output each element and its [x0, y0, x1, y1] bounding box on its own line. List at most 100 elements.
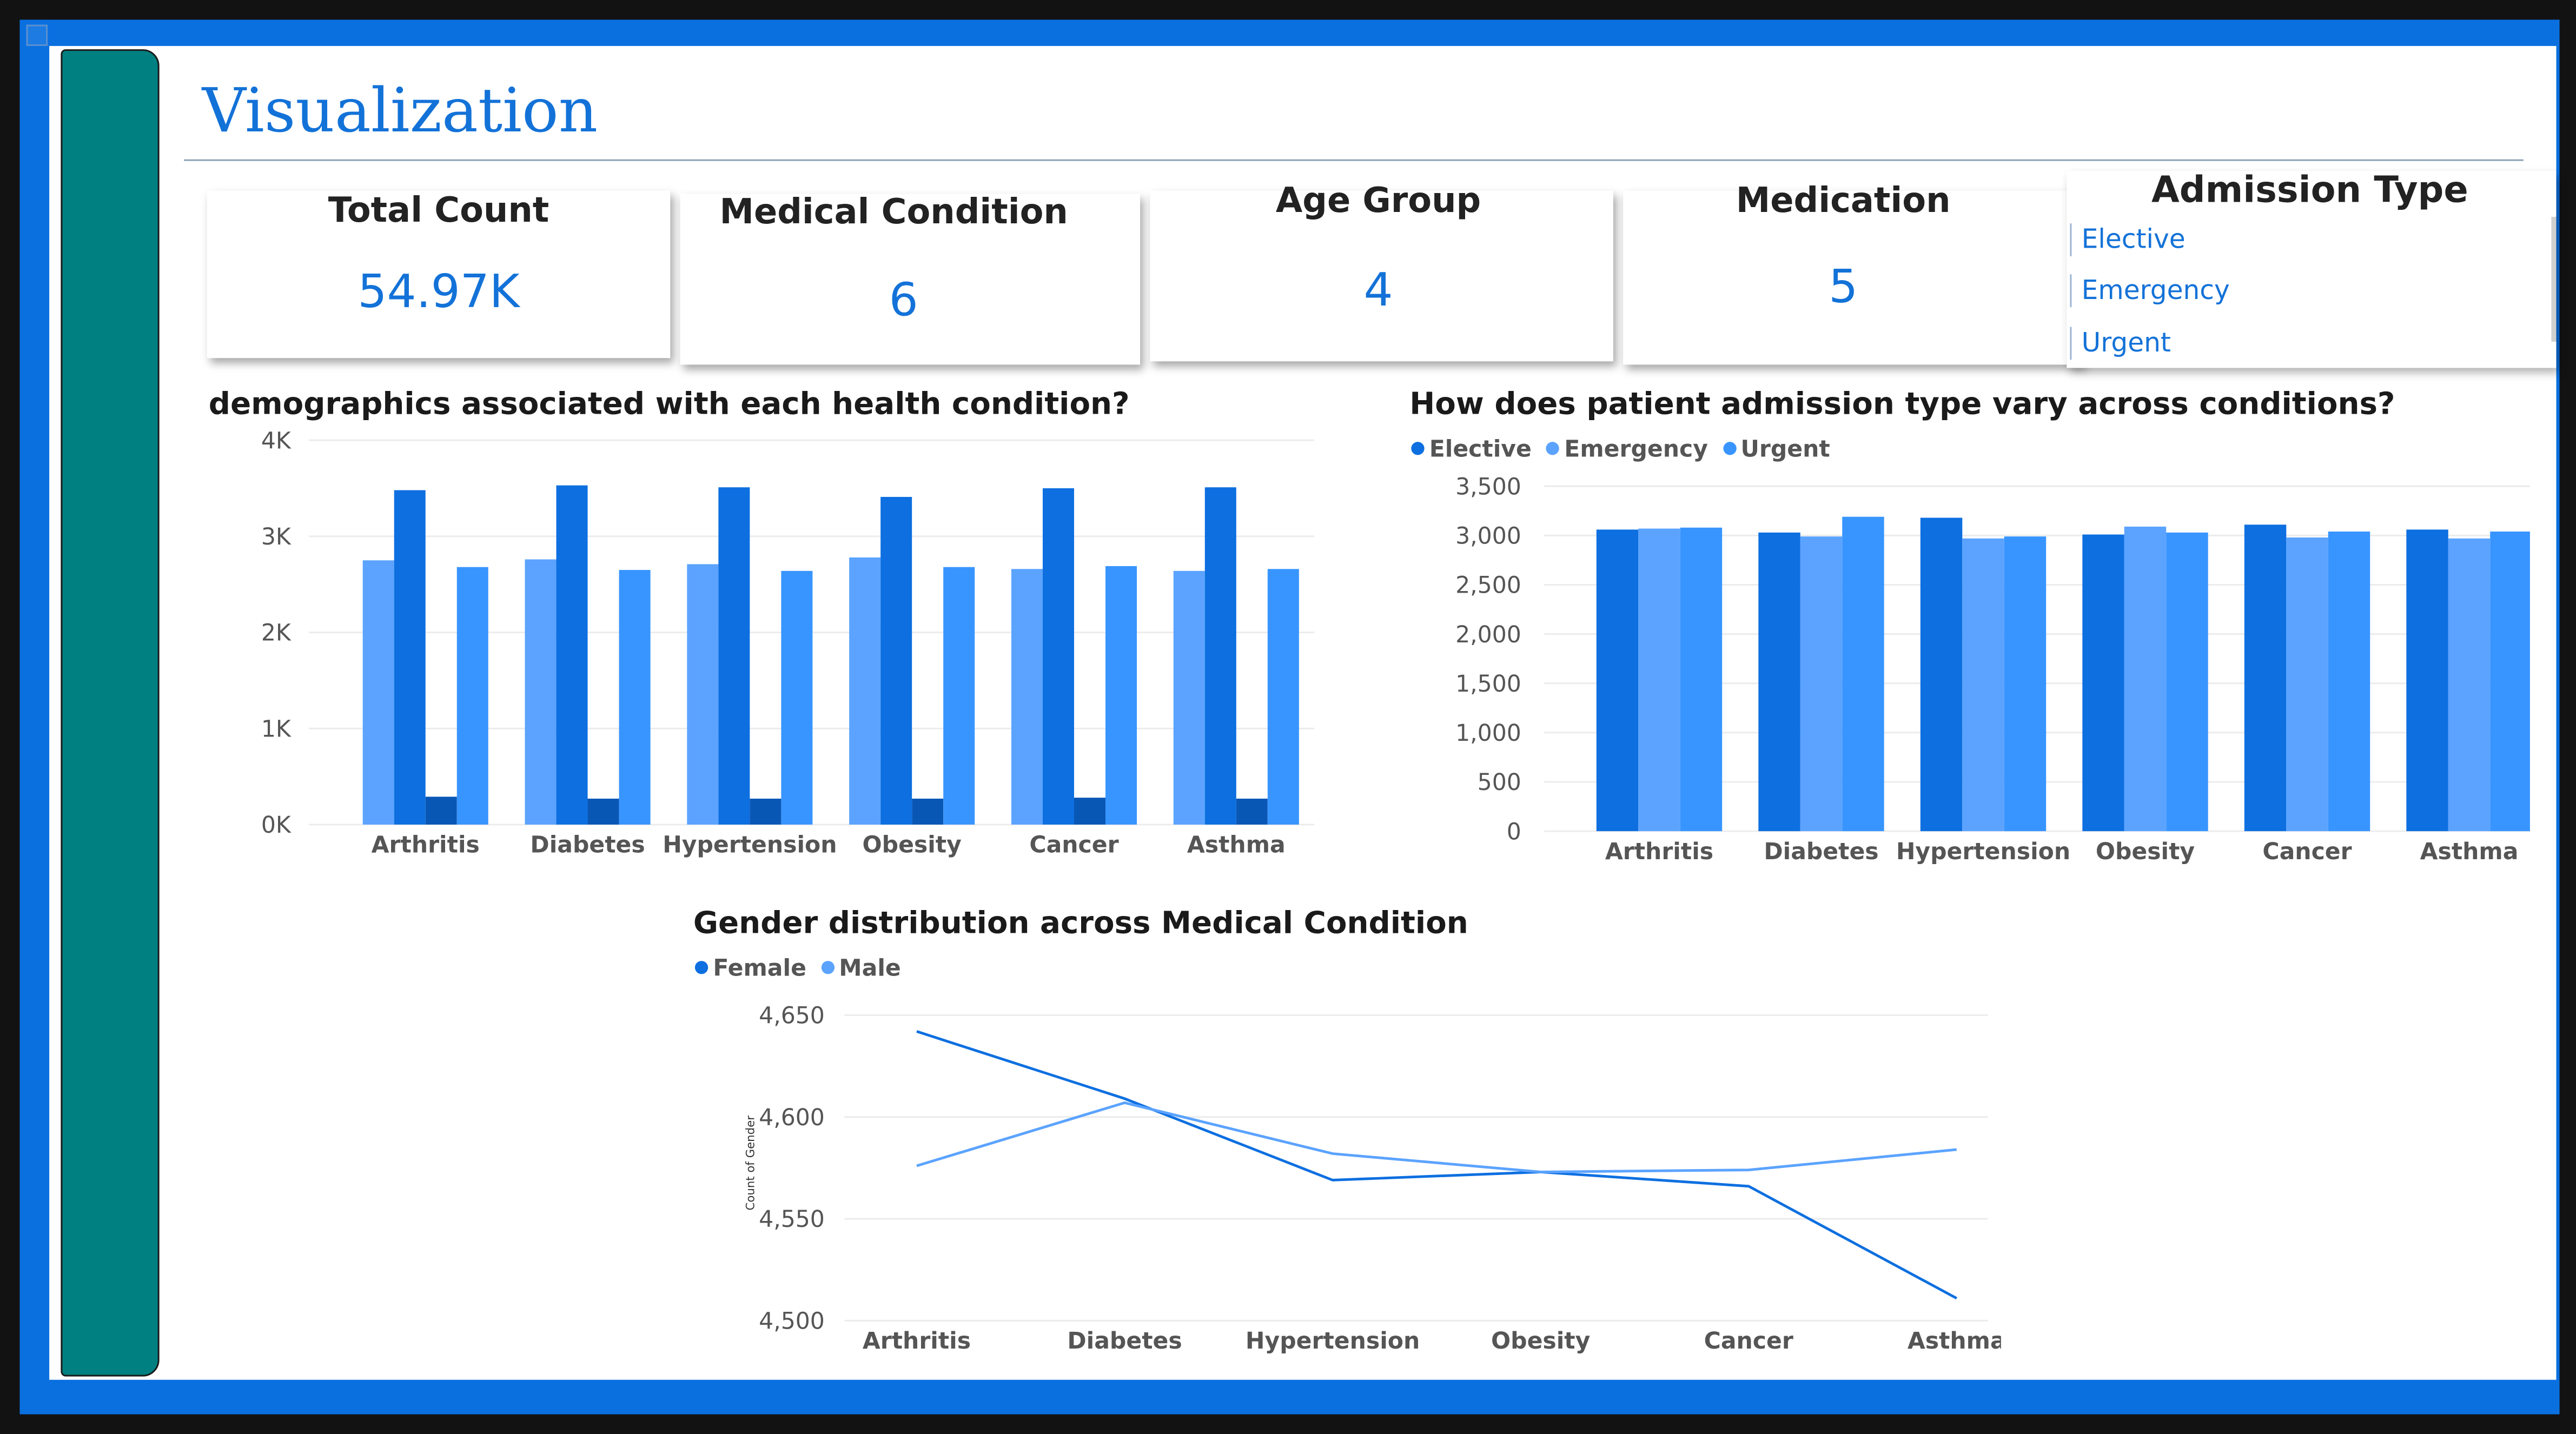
- bar: [1042, 488, 1074, 825]
- card-value: 4: [1363, 263, 1393, 317]
- x-tick-label: Cancer: [1704, 1328, 1793, 1355]
- bar: [556, 485, 588, 825]
- page-title: Visualization: [202, 75, 598, 147]
- x-tick-label: Hypertension: [1246, 1328, 1420, 1355]
- male-series-line: [916, 1101, 1957, 1173]
- report-canvas: Visualization Total Count 54.97K Medical…: [49, 46, 2557, 1380]
- card-title: Medical Condition: [719, 192, 1068, 232]
- bar: [1236, 798, 1268, 825]
- card-value: 54.97K: [357, 264, 520, 319]
- bar: [1758, 532, 1800, 832]
- legend-item-elective[interactable]: Elective: [1411, 437, 1532, 463]
- x-tick-label: Diabetes: [1067, 1328, 1182, 1355]
- medication-card[interactable]: Medication 5: [1623, 181, 2083, 365]
- legend-label: Male: [839, 955, 901, 982]
- y-axis-label: Count of Gender: [744, 1116, 757, 1211]
- bar: [362, 560, 394, 825]
- age-group-card[interactable]: Age Group 4: [1150, 181, 1613, 362]
- y-tick-label: 4K: [261, 430, 292, 454]
- bar: [849, 557, 881, 825]
- admission-chart-title: How does patient admission type vary acr…: [1409, 387, 2395, 422]
- x-tick-label: Diabetes: [530, 832, 645, 859]
- bar: [2286, 537, 2328, 832]
- slicer-item-elective[interactable]: Elective: [2070, 223, 2186, 256]
- bar: [1074, 798, 1106, 825]
- x-tick-label: Obesity: [2096, 839, 2195, 865]
- bar: [2166, 532, 2208, 832]
- medical-condition-card[interactable]: Medical Condition 6: [680, 192, 1141, 365]
- legend-dot: [1411, 442, 1425, 455]
- bar: [687, 564, 719, 825]
- bar: [750, 798, 782, 825]
- gender-chart-title: Gender distribution across Medical Condi…: [693, 906, 1468, 941]
- gender-chart-legend: Female Male: [694, 955, 908, 982]
- window-menu-icon[interactable]: [26, 24, 48, 47]
- bar: [394, 490, 426, 825]
- admission-chart-legend: Elective Emergency Urgent: [1411, 437, 1837, 463]
- bar: [2004, 536, 2047, 832]
- legend-item-female[interactable]: Female: [694, 956, 806, 982]
- x-tick-label: Hypertension: [663, 832, 837, 859]
- x-tick-label: Asthma: [1908, 1328, 2001, 1355]
- y-tick-label: 4,500: [759, 1309, 825, 1335]
- gender-line-chart[interactable]: 4,500 4,550 4,600 4,650 Count of Gender Arthr…: [687, 991, 2001, 1369]
- slicer-item-emergency[interactable]: Emergency: [2070, 274, 2230, 308]
- bar: [1596, 529, 1639, 832]
- bar: [1173, 570, 1205, 825]
- y-tick-label: 1,500: [1455, 671, 1521, 698]
- y-tick-label: 1K: [261, 716, 292, 742]
- bar: [2124, 526, 2167, 832]
- demographics-bar-chart[interactable]: 0K 1K 2K 3K 4K Arthritis Diabetes Hypertension O…: [194, 430, 1327, 874]
- bar: [718, 487, 750, 825]
- x-tick-label: Hypertension: [1896, 839, 2070, 865]
- y-tick-label: 2K: [261, 620, 292, 647]
- card-title: Age Group: [1275, 181, 1481, 221]
- card-value: 6: [889, 273, 918, 327]
- x-tick-label: Cancer: [1029, 832, 1118, 859]
- x-tick-label: Obesity: [863, 832, 962, 859]
- admission-type-bar-chart[interactable]: 0 500 1,000 1,500 2,000 2,500 3,000 3,500 Arthri…: [1396, 470, 2530, 874]
- bar: [525, 559, 557, 825]
- bar: [425, 796, 457, 825]
- bar: [781, 570, 813, 825]
- legend-dot: [694, 961, 708, 974]
- y-tick-label: 4,600: [759, 1105, 825, 1131]
- bar: [2328, 532, 2370, 832]
- bar: [943, 567, 975, 825]
- y-tick-label: 1,000: [1455, 720, 1521, 747]
- admission-type-slicer[interactable]: Admission Type Elective Emergency Urgent: [2067, 170, 2557, 368]
- x-tick-label: Arthritis: [1605, 839, 1713, 865]
- bar: [1962, 538, 2004, 832]
- slicer-title: Admission Type: [2151, 170, 2468, 212]
- total-count-card[interactable]: Total Count 54.97K: [207, 190, 671, 358]
- bar: [880, 496, 912, 825]
- bar: [2448, 538, 2491, 832]
- bar: [619, 570, 651, 825]
- y-tick-label: 0K: [261, 812, 292, 839]
- legend-item-male[interactable]: Male: [820, 955, 901, 982]
- x-tick-label: Asthma: [1187, 832, 1286, 859]
- legend-item-emergency[interactable]: Emergency: [1546, 437, 1708, 463]
- slicer-scrollbar[interactable]: [2551, 216, 2557, 342]
- y-tick-label: 0: [1507, 819, 1521, 845]
- legend-item-urgent[interactable]: Urgent: [1722, 437, 1830, 463]
- bar: [1842, 516, 1884, 832]
- card-value: 5: [1829, 259, 1858, 314]
- y-tick-label: 3,000: [1455, 523, 1521, 550]
- y-tick-label: 4,650: [759, 1003, 825, 1030]
- x-tick-label: Diabetes: [1764, 839, 1878, 865]
- bar: [1638, 528, 1680, 832]
- bar: [1204, 487, 1236, 825]
- y-tick-label: 2,000: [1455, 622, 1521, 648]
- sidebar: [61, 49, 160, 1377]
- card-title: Medication: [1736, 181, 1951, 221]
- legend-label: Emergency: [1564, 437, 1708, 463]
- x-tick-label: Asthma: [2420, 839, 2519, 865]
- x-tick-label: Cancer: [2262, 839, 2352, 865]
- x-tick-label: Obesity: [1491, 1328, 1590, 1355]
- bar: [456, 567, 488, 825]
- bar: [2082, 534, 2124, 832]
- slicer-item-urgent[interactable]: Urgent: [2070, 327, 2171, 360]
- legend-label: Elective: [1429, 437, 1532, 463]
- y-tick-label: 4,550: [759, 1206, 825, 1233]
